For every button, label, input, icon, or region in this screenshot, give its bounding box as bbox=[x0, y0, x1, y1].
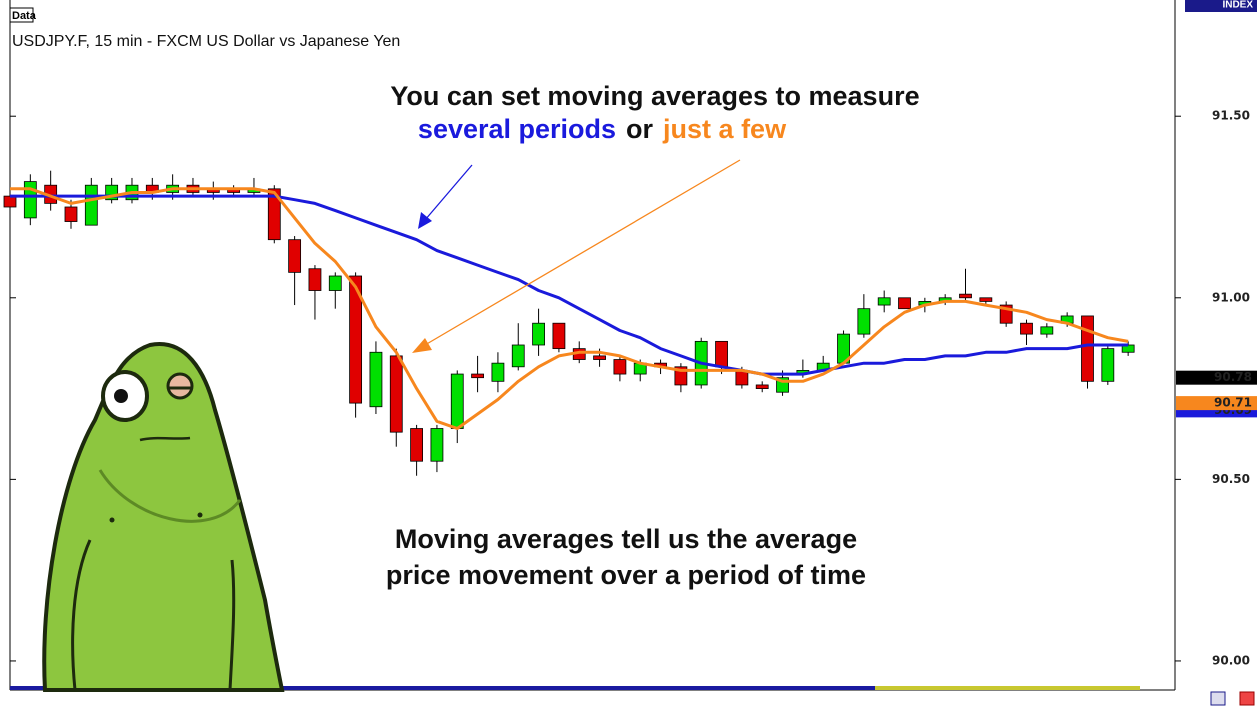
candle-body bbox=[1081, 316, 1093, 381]
candle-body bbox=[512, 345, 524, 367]
candle-body bbox=[85, 185, 97, 225]
candle-body bbox=[614, 360, 626, 375]
candle-body bbox=[309, 269, 321, 291]
candle-body bbox=[1021, 323, 1033, 334]
annotation: or bbox=[626, 114, 653, 144]
time-strip bbox=[875, 686, 1140, 690]
candle-body bbox=[960, 294, 972, 298]
candle-body bbox=[472, 374, 484, 378]
candle-body bbox=[451, 374, 463, 428]
y-tick-label: 91.00 bbox=[1212, 290, 1250, 304]
candle-body bbox=[594, 356, 606, 360]
annotation-blue: several periods bbox=[418, 114, 616, 144]
y-tick-label: 90.00 bbox=[1212, 653, 1250, 667]
candle-body bbox=[980, 298, 992, 302]
y-tick-label: 90.50 bbox=[1212, 472, 1250, 486]
candle-body bbox=[553, 323, 565, 348]
axis-badge: INDEX bbox=[1222, 0, 1253, 11]
candle-body bbox=[431, 429, 443, 462]
candle-body bbox=[533, 323, 545, 345]
nav-button[interactable] bbox=[1211, 692, 1225, 705]
candle-body bbox=[899, 298, 911, 309]
candle-body bbox=[289, 240, 301, 273]
candle-body bbox=[4, 196, 16, 207]
candle-body bbox=[65, 207, 77, 222]
y-tick-label: 91.50 bbox=[1212, 109, 1250, 123]
annotation: Moving averages tell us the average bbox=[395, 524, 857, 554]
candle-body bbox=[390, 356, 402, 432]
candle-body bbox=[492, 363, 504, 381]
nav-button[interactable] bbox=[1240, 692, 1254, 705]
price-tag-label: 90.78 bbox=[1214, 370, 1252, 384]
candle-body bbox=[878, 298, 890, 305]
candle-body bbox=[24, 182, 36, 218]
candle-body bbox=[1041, 327, 1053, 334]
candle-body bbox=[411, 429, 423, 462]
chart-title: USDJPY.F, 15 min - FXCM US Dollar vs Jap… bbox=[12, 33, 400, 50]
annotation: several periods or just a few bbox=[418, 114, 787, 144]
candle-body bbox=[716, 341, 728, 366]
candle-body bbox=[756, 385, 768, 389]
annotation-orange: just a few bbox=[662, 114, 787, 144]
candle-body bbox=[370, 352, 382, 406]
candle-body bbox=[858, 309, 870, 334]
candle-body bbox=[1102, 349, 1114, 382]
price-tag-label: 90.71 bbox=[1214, 396, 1252, 410]
annotation: price movement over a period of time bbox=[386, 560, 866, 590]
chart: Data USDJPY.F, 15 min - FXCM US Dollar v… bbox=[0, 0, 1257, 706]
candle-body bbox=[329, 276, 341, 291]
annotation: You can set moving averages to measure bbox=[390, 81, 919, 111]
label-box-text: Data bbox=[12, 10, 37, 22]
